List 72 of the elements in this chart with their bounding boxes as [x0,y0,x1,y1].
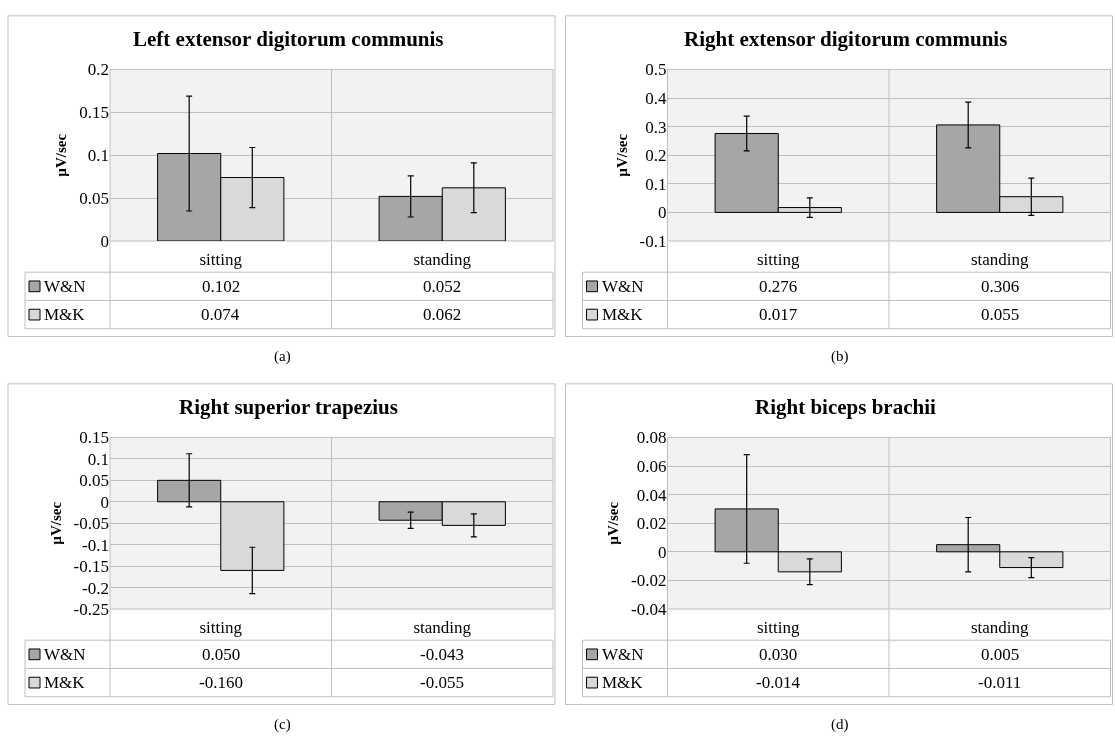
chart-title: Right extensor digitorum communis [684,27,1008,51]
data-label: -0.055 [420,673,464,692]
y-tick-label: 0.06 [636,456,667,476]
data-label: 0.005 [981,645,1020,664]
x-tick-label: sitting [756,618,800,638]
data-label: 0.050 [202,645,241,664]
y-tick-label: 0.04 [636,485,667,505]
y-tick-label: 0.2 [645,146,667,166]
legend-label: W&N [602,277,644,296]
y-axis-title: µV/sec [53,133,70,177]
data-label: -0.011 [978,673,1022,692]
y-tick-label: 0.1 [645,174,667,194]
y-tick-label: 0.02 [636,514,667,534]
x-tick-label: sitting [199,250,243,270]
y-tick-label: 0.05 [79,471,109,491]
y-tick-label: 0.2 [87,60,109,80]
text: (c) [274,716,291,733]
y-tick-label: -0.25 [73,599,109,619]
data-label: 0.276 [759,277,798,296]
legend-label: W&N [44,277,86,296]
x-tick-label: standing [970,618,1030,638]
legend-label: M&K [44,673,86,692]
chart-title: Right biceps brachii [755,395,937,419]
data-label: 0.017 [759,305,798,324]
text: (a) [274,348,291,365]
y-tick-label: -0.1 [82,535,109,555]
y-axis-title: µV/sec [613,133,630,177]
y-tick-label: 0 [658,203,667,223]
x-tick-label: sitting [756,250,800,270]
y-tick-label: 0.4 [645,88,667,108]
y-tick-label: -0.15 [73,557,109,577]
legend-label: M&K [602,673,644,692]
data-label: 0.102 [202,277,241,296]
x-tick-label: standing [413,250,472,270]
data-label: -0.043 [420,645,464,664]
y-tick-label: -0.2 [82,578,109,598]
y-tick-label: 0.15 [79,103,109,123]
y-tick-label: 0 [100,231,109,251]
y-tick-label: 0.3 [645,117,667,137]
data-label: 0.030 [759,645,798,664]
y-tick-label: 0 [100,492,109,512]
legend-label: W&N [602,645,644,664]
y-tick-label: 0.5 [645,60,667,80]
y-axis-title: µV/sec [47,501,64,545]
y-tick-label: -0.02 [631,571,667,591]
legend-label: W&N [44,645,86,664]
y-tick-label: -0.04 [631,599,667,619]
data-label: 0.062 [423,305,462,324]
y-tick-label: 0.15 [79,428,109,448]
y-axis-title: µV/sec [605,501,622,545]
x-tick-label: standing [970,250,1030,270]
text: (d) [831,716,849,733]
data-label: 0.074 [201,305,240,324]
y-tick-label: 0 [658,542,667,562]
data-label: 0.052 [423,277,462,296]
y-tick-label: -0.1 [639,231,667,251]
legend-label: M&K [44,305,86,324]
chart-title: Left extensor digitorum communis [133,27,444,51]
y-tick-label: 0.1 [87,146,109,166]
text: (b) [831,348,849,365]
legend-label: M&K [602,305,644,324]
data-label: 0.055 [981,305,1020,324]
y-tick-label: 0.1 [87,449,109,469]
y-tick-label: 0.08 [636,428,667,448]
y-tick-label: -0.05 [73,514,109,534]
data-label: -0.014 [756,673,801,692]
x-tick-label: standing [413,618,472,638]
x-tick-label: sitting [199,618,243,638]
data-label: -0.160 [199,673,243,692]
y-tick-label: 0.05 [79,189,109,209]
data-label: 0.306 [981,277,1020,296]
chart-title: Right superior trapezius [179,395,398,419]
